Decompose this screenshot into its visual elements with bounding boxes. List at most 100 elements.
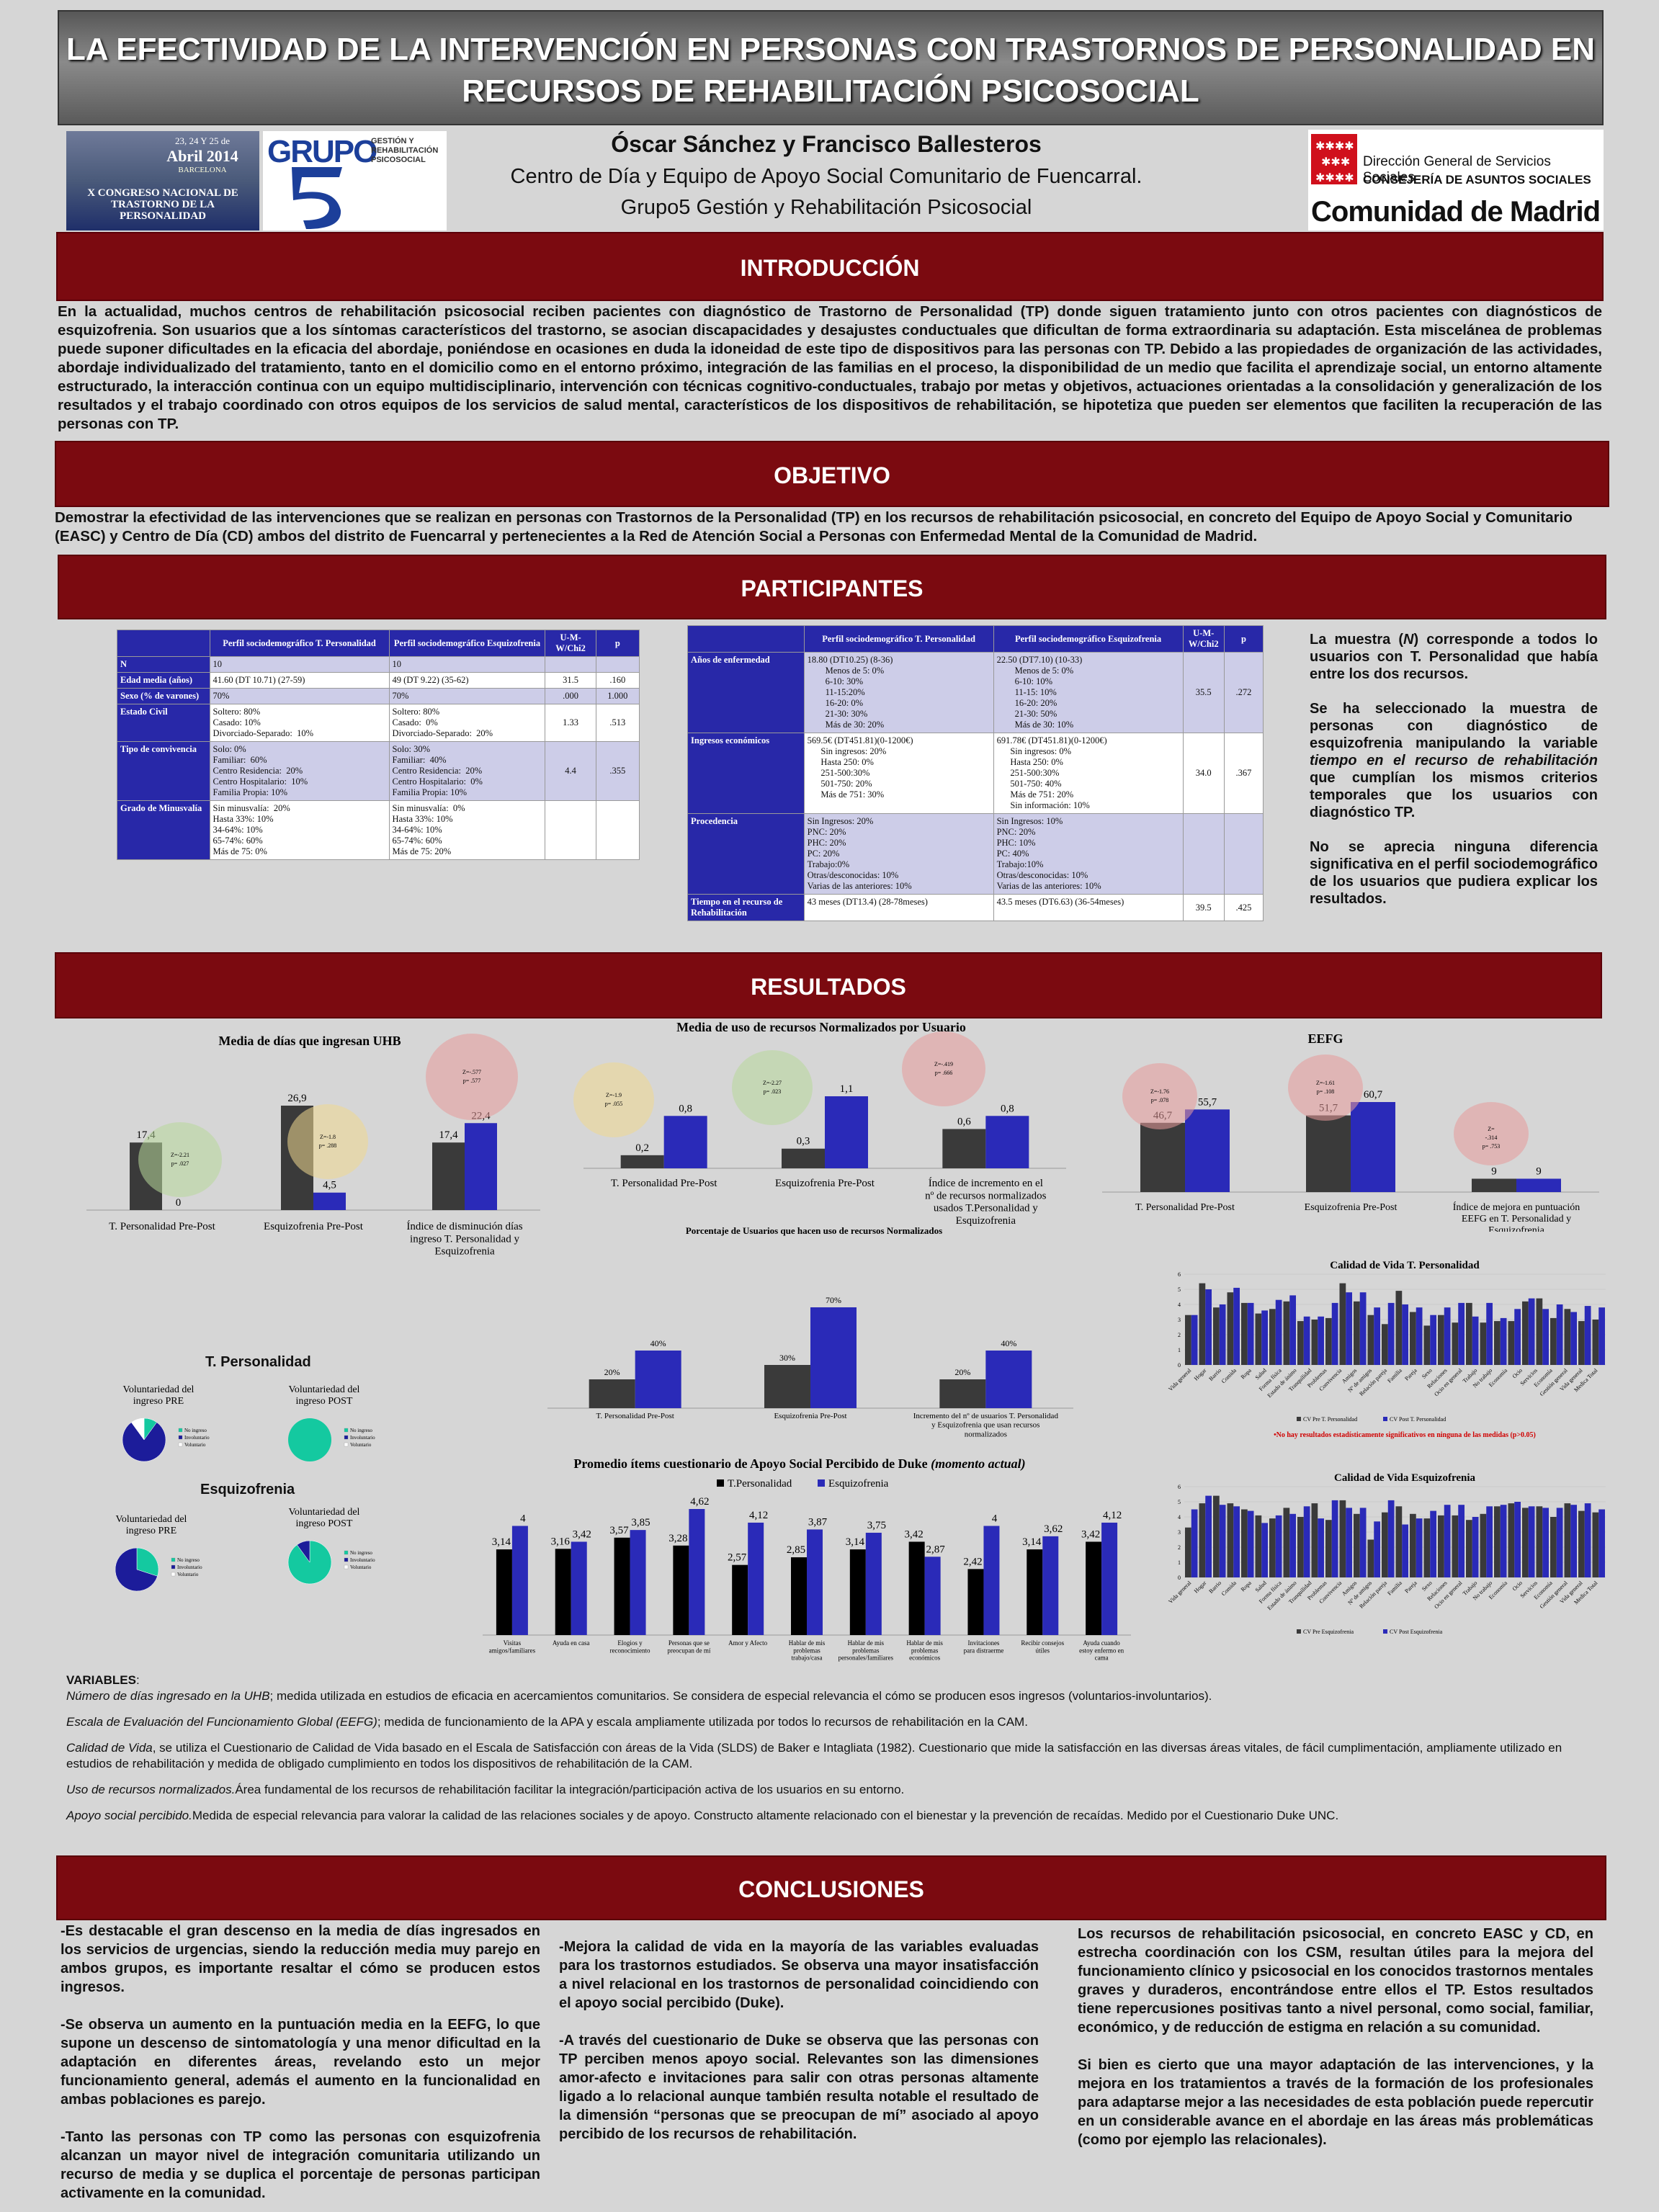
category-label: problemas <box>911 1647 939 1654</box>
category-label: Ayuda en casa <box>553 1639 590 1647</box>
chart-title: Media de uso de recursos Normalizados po… <box>676 1020 966 1034</box>
bar <box>1508 1321 1515 1365</box>
svg-text:✱✱✱: ✱✱✱ <box>1321 156 1350 169</box>
bar <box>1550 1317 1557 1365</box>
category-label: Hablar de mis <box>906 1639 943 1647</box>
table-row: Edad media (años) 41.60 (DT 10.71) (27-59… <box>117 672 640 689</box>
category-label: Familia <box>1386 1580 1403 1597</box>
pie-slice <box>136 1547 159 1577</box>
bar <box>782 1148 825 1168</box>
data-label: 2,42 <box>963 1556 982 1567</box>
bar <box>1522 1508 1529 1577</box>
bar <box>1570 1505 1577 1577</box>
pie-title: Voluntariedad del <box>289 1507 360 1518</box>
bar <box>630 1530 646 1635</box>
table-cell: N <box>117 656 210 673</box>
bar <box>1472 1178 1516 1192</box>
bar <box>673 1545 689 1635</box>
table-cell: Grado de Minusvalía <box>117 800 210 860</box>
bar <box>1514 1502 1521 1577</box>
bar <box>1205 1495 1212 1577</box>
section-intro: INTRODUCCIÓN <box>56 232 1604 301</box>
stat-annotation: Z=-1.76 <box>1150 1088 1169 1095</box>
table-cell: .355 <box>595 741 640 801</box>
conclusion-col-2: -Mejora la calidad de vida en la mayoría… <box>559 1939 1039 2142</box>
bar <box>791 1557 807 1635</box>
bar <box>1297 1517 1304 1577</box>
y-tick: 4 <box>1178 1514 1181 1521</box>
category-label: Esquizofrenia Pre-Post <box>264 1221 364 1232</box>
bar <box>1185 1109 1230 1192</box>
legend-label: Involuntario <box>350 1557 375 1563</box>
category-label: Ayuda cuando <box>1083 1639 1120 1647</box>
comunidad-madrid-logo: ✱✱✱✱ ✱✱✱ ✱✱✱✱ Dirección General de Servici… <box>1308 130 1604 230</box>
pie-title: Voluntariedad del <box>289 1384 360 1395</box>
legend-label: No ingreso <box>350 1428 372 1433</box>
legend-label: Esquizofrenia <box>828 1478 889 1490</box>
bar <box>1528 1506 1535 1577</box>
category-label: útiles <box>1036 1647 1050 1654</box>
category-label: T. Personalidad Pre-Post <box>611 1178 717 1189</box>
variable-desc: Medida de especial relevancia para valor… <box>192 1809 1339 1822</box>
variable-name: Uso de recursos normalizados. <box>66 1783 236 1796</box>
legend-swatch <box>178 1442 183 1447</box>
bar <box>985 1116 1029 1168</box>
data-label: 70% <box>826 1295 841 1305</box>
bar <box>1522 1301 1529 1365</box>
category-label: Esquizofrenia Pre-Post <box>774 1412 846 1420</box>
y-tick: 2 <box>1178 1332 1181 1338</box>
bar <box>1140 1122 1185 1192</box>
bar <box>1556 1304 1563 1365</box>
bar <box>1486 1302 1493 1365</box>
stat-bubble <box>426 1034 518 1120</box>
category-label: Hablar de mis <box>789 1639 826 1647</box>
chart-title-main: Promedio ítems cuestionario de Apoyo Soc… <box>573 1456 931 1471</box>
category-label: Ropa <box>1240 1580 1253 1593</box>
category-label: nº de recursos normalizados <box>925 1190 1047 1201</box>
bar <box>1458 1505 1465 1577</box>
bar <box>1486 1506 1493 1577</box>
bar <box>1339 1500 1346 1577</box>
bar <box>1311 1503 1318 1577</box>
poster-title: LA EFECTIVIDAD DE LA INTERVENCIÓN EN PER… <box>58 10 1604 125</box>
y-tick: 5 <box>1178 1286 1181 1293</box>
bar <box>1466 1520 1472 1577</box>
table-cell: .367 <box>1223 733 1264 814</box>
bar <box>313 1192 346 1210</box>
pie-title: Voluntariedad del <box>123 1384 194 1395</box>
bar <box>1430 1510 1436 1577</box>
y-tick: 6 <box>1178 1271 1181 1278</box>
category-label: Vida general <box>1167 1367 1193 1393</box>
stat-annotation: p= .577 <box>463 1078 481 1084</box>
bar <box>1578 1510 1585 1577</box>
variables-heading: VARIABLES <box>66 1673 136 1687</box>
variable-item: Calidad de Vida, se utiliza el Cuestiona… <box>66 1740 1601 1772</box>
pie-group-esq: Esquizofrenia <box>200 1482 295 1497</box>
bar <box>1536 1298 1543 1365</box>
bar <box>1466 1302 1472 1365</box>
bar <box>1233 1287 1240 1365</box>
data-label: 3,42 <box>905 1528 924 1540</box>
stat-annotation: p= .288 <box>319 1142 337 1149</box>
bar <box>1185 1315 1191 1365</box>
stat-annotation: p= .055 <box>605 1101 623 1107</box>
table-cell: 70% <box>209 688 390 704</box>
y-tick: 6 <box>1178 1484 1181 1490</box>
bar <box>1374 1521 1380 1577</box>
bar <box>942 1129 986 1168</box>
table-cell: Sin Ingresos: 20% PNC: 20% PHC: 20% PC: 20%… <box>803 813 994 895</box>
congreso-city: BARCELONA <box>178 166 227 174</box>
table-cell: 18.80 (DT10.25) (8-36) Menos de 5: 0% 6-… <box>803 652 994 733</box>
category-label: Amor y Afecto <box>728 1639 767 1647</box>
data-label: 3,42 <box>1081 1528 1100 1540</box>
data-label: 20% <box>954 1367 970 1377</box>
bar <box>1382 1324 1388 1365</box>
data-label: 9 <box>1536 1165 1542 1177</box>
bar <box>1550 1517 1557 1577</box>
table-cell: .425 <box>1223 894 1264 921</box>
bar <box>1325 1520 1332 1577</box>
data-label: 1,1 <box>840 1083 854 1095</box>
bar <box>1516 1178 1561 1192</box>
category-label: amigos/familiares <box>489 1647 536 1654</box>
